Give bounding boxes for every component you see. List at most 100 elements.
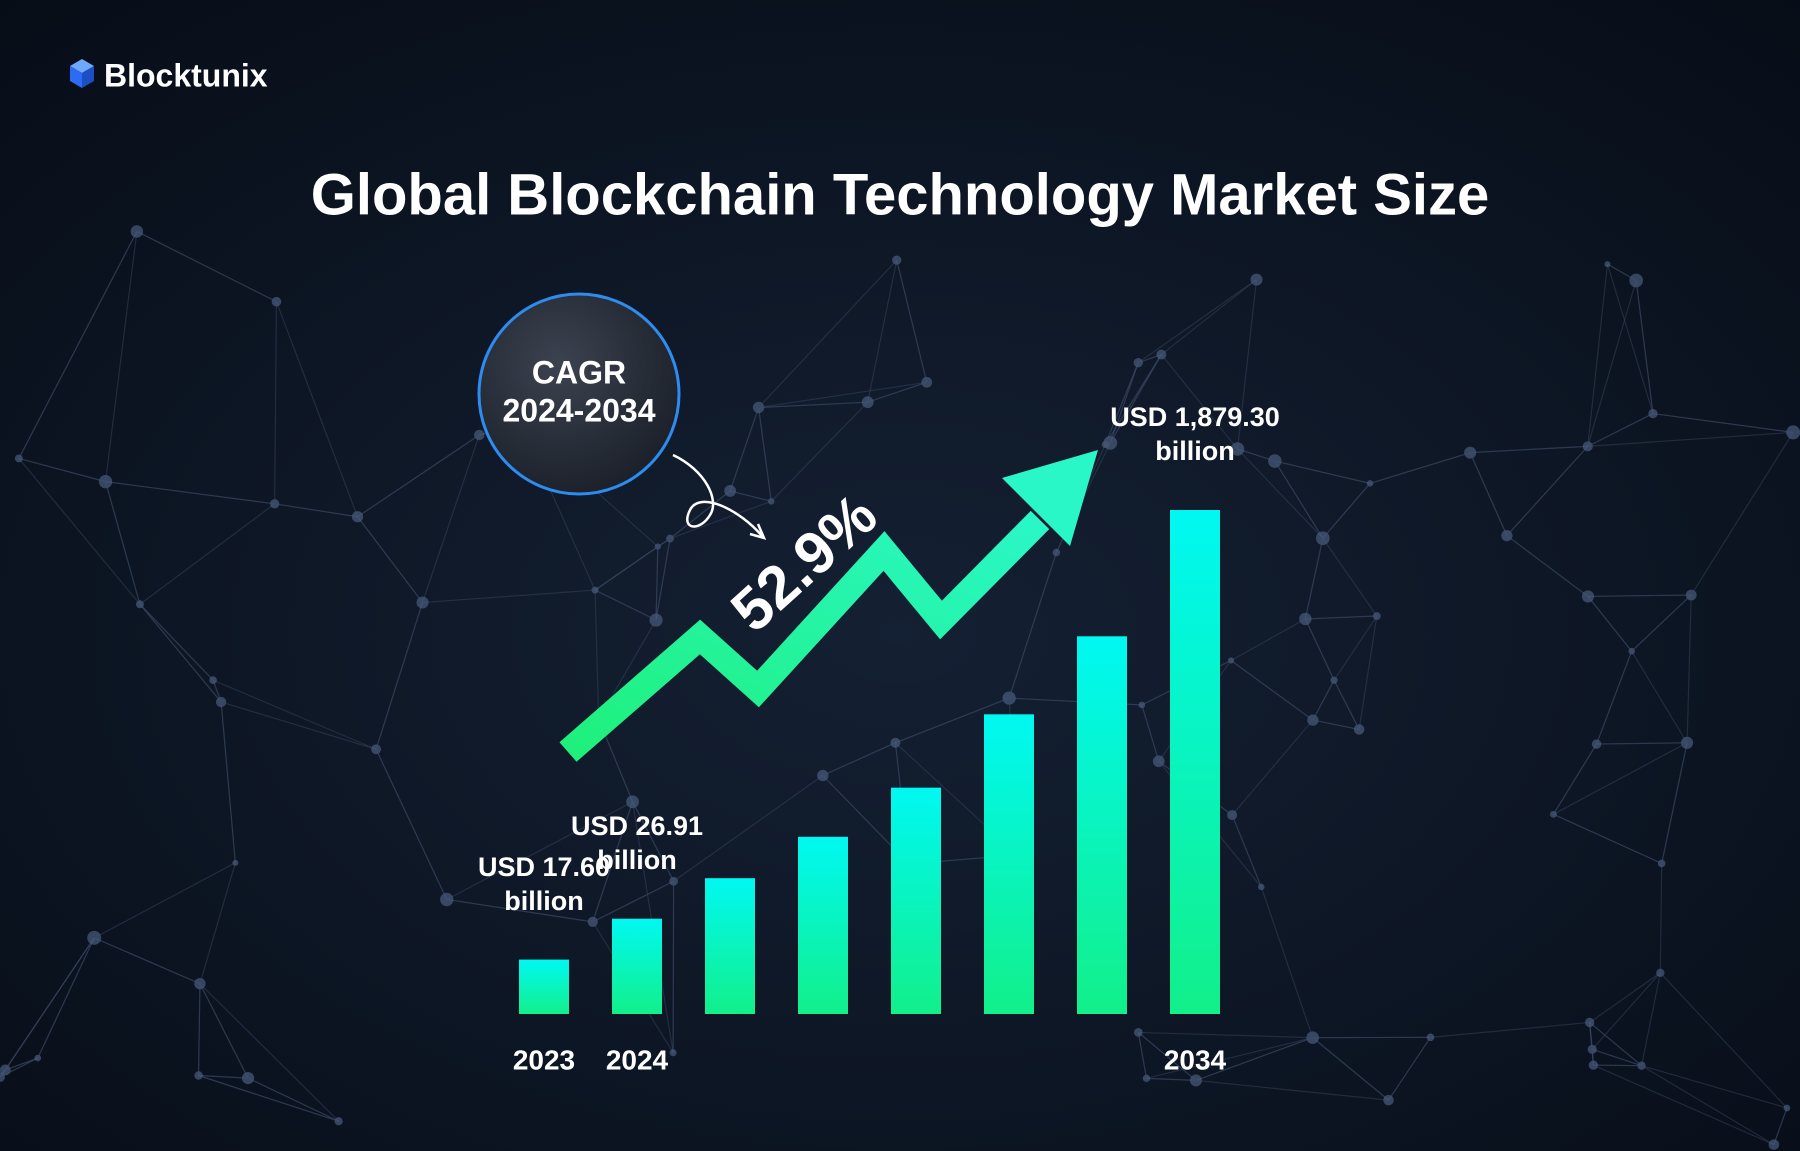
network-line bbox=[822, 742, 896, 777]
network-line bbox=[1553, 742, 1688, 815]
network-line bbox=[1161, 279, 1257, 356]
network-node bbox=[1591, 739, 1602, 749]
network-node bbox=[1133, 1028, 1143, 1037]
network-line bbox=[1635, 280, 1654, 414]
network-line bbox=[1686, 594, 1692, 743]
network-line bbox=[1305, 615, 1377, 620]
network-line bbox=[1587, 413, 1654, 447]
network-line bbox=[632, 801, 675, 882]
network-line bbox=[655, 546, 659, 621]
brand: Blocktunix bbox=[104, 57, 268, 93]
network-line bbox=[1312, 719, 1360, 731]
logo bbox=[70, 59, 94, 88]
x-tick-label: 2034 bbox=[1164, 1044, 1227, 1075]
network-line bbox=[357, 434, 480, 518]
network-node bbox=[1648, 408, 1658, 419]
network-line bbox=[758, 381, 927, 409]
network-line bbox=[1469, 452, 1508, 536]
network-line bbox=[729, 407, 760, 492]
network-line bbox=[1589, 1022, 1594, 1066]
network-line bbox=[1553, 813, 1662, 864]
network-line bbox=[1304, 618, 1335, 681]
network-line bbox=[1137, 1031, 1197, 1081]
network-line bbox=[1141, 704, 1160, 762]
network-line bbox=[375, 602, 424, 750]
network-line bbox=[1592, 1048, 1642, 1067]
network-line bbox=[18, 457, 106, 483]
bar bbox=[519, 959, 569, 1014]
network-line bbox=[220, 701, 236, 863]
network-line bbox=[139, 603, 222, 703]
bar bbox=[891, 787, 941, 1014]
network-line bbox=[274, 301, 278, 504]
network-node bbox=[1152, 755, 1165, 768]
x-tick-label: 2024 bbox=[606, 1044, 669, 1075]
network-node bbox=[14, 454, 23, 463]
network-line bbox=[1231, 719, 1314, 816]
network-node bbox=[194, 1071, 203, 1080]
network-node bbox=[1628, 647, 1636, 655]
network-line bbox=[758, 407, 772, 502]
network-line bbox=[1304, 618, 1335, 681]
network-line bbox=[357, 516, 424, 603]
network-node bbox=[1366, 480, 1374, 487]
network-line bbox=[672, 881, 675, 1053]
network-line bbox=[1631, 594, 1692, 652]
network-line bbox=[1369, 452, 1471, 484]
network-line bbox=[1596, 742, 1688, 745]
network-node bbox=[1230, 442, 1245, 456]
network-node bbox=[1464, 446, 1477, 459]
network-line bbox=[0, 1057, 39, 1078]
network-line bbox=[1659, 972, 1788, 1109]
network-node bbox=[1189, 1074, 1203, 1087]
bar bbox=[1170, 509, 1220, 1014]
network-node bbox=[669, 1049, 677, 1057]
network-line bbox=[594, 589, 657, 621]
network-node bbox=[1657, 859, 1666, 868]
network-line bbox=[247, 1077, 339, 1122]
network-node bbox=[98, 474, 113, 489]
network-node bbox=[669, 876, 679, 886]
network-node bbox=[87, 930, 102, 945]
network-line bbox=[1109, 362, 1139, 444]
network-line bbox=[1109, 362, 1139, 444]
network-line bbox=[18, 458, 141, 605]
network-line bbox=[197, 983, 201, 1076]
network-line bbox=[1195, 1079, 1389, 1101]
network-line bbox=[1138, 1031, 1313, 1039]
network-node bbox=[1685, 589, 1697, 601]
network-line bbox=[1593, 1064, 1642, 1067]
chart-title: Global Blockchain Technology Market Size bbox=[311, 162, 1490, 227]
network-line bbox=[1606, 263, 1654, 414]
network-line bbox=[1104, 362, 1139, 445]
network-line bbox=[275, 301, 359, 517]
network-line bbox=[673, 774, 824, 882]
network-line bbox=[198, 1074, 339, 1122]
network-node bbox=[1268, 454, 1282, 468]
network-line bbox=[18, 231, 138, 459]
network-line bbox=[0, 937, 95, 1078]
network-line bbox=[1470, 445, 1588, 454]
network-line bbox=[1587, 264, 1609, 447]
network-line bbox=[1231, 814, 1262, 888]
bar bbox=[984, 714, 1034, 1014]
x-tick-label: 2023 bbox=[513, 1044, 575, 1075]
network-node bbox=[921, 376, 933, 388]
network-line bbox=[1635, 280, 1654, 414]
network-line bbox=[1589, 1021, 1642, 1067]
network-line bbox=[136, 230, 277, 303]
network-line bbox=[592, 801, 634, 923]
network-line bbox=[594, 546, 659, 591]
network-line bbox=[1104, 354, 1162, 445]
network-node bbox=[1103, 435, 1118, 450]
network-line bbox=[592, 801, 634, 923]
network-line bbox=[1274, 460, 1324, 539]
network-node bbox=[1142, 1074, 1151, 1083]
network-node bbox=[1783, 1104, 1791, 1112]
network-line bbox=[1137, 1032, 1148, 1079]
network-line bbox=[139, 603, 214, 681]
network-line bbox=[274, 503, 358, 518]
network-line bbox=[1470, 445, 1588, 454]
network-line bbox=[729, 407, 760, 492]
